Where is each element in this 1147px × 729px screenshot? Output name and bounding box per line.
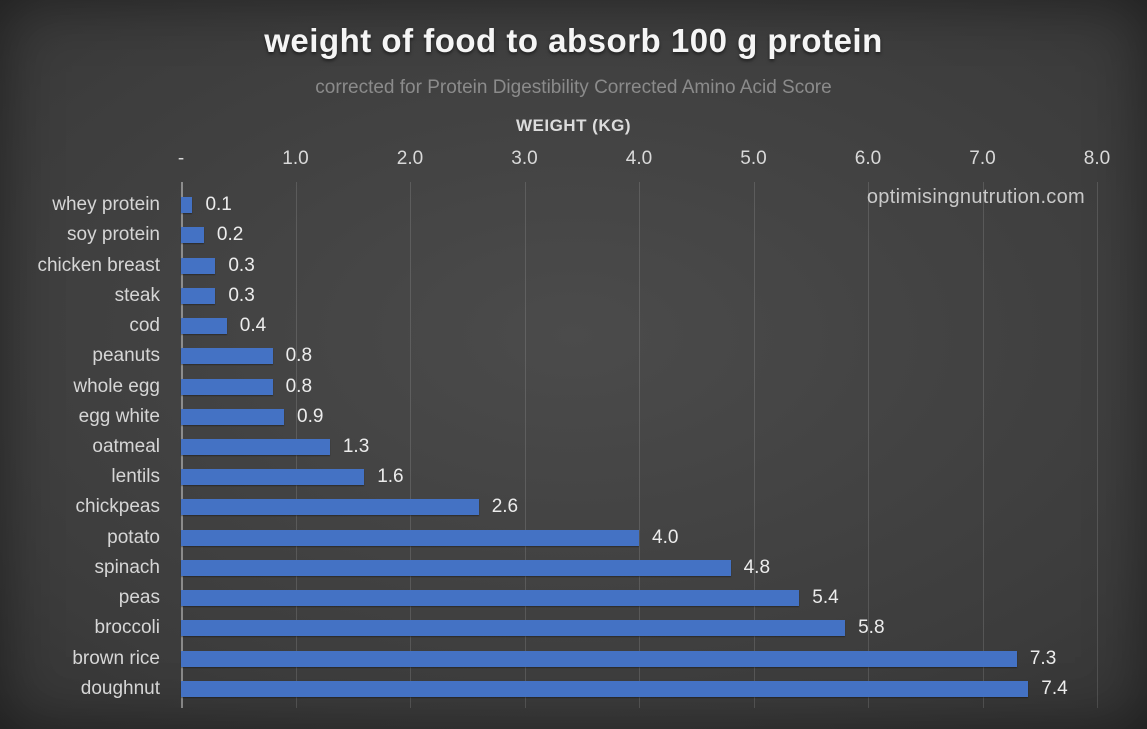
bar [181, 438, 330, 455]
bar-row: peas 5.4 [119, 583, 1097, 613]
bar [181, 499, 479, 516]
gridline [639, 182, 640, 708]
bar-row: chicken breast 0.3 [37, 250, 1097, 280]
value-label: 7.3 [1029, 647, 1057, 669]
x-tick-label: 5.0 [740, 148, 767, 169]
bar [181, 378, 273, 395]
bar [181, 197, 193, 214]
value-label: 0.3 [228, 254, 255, 276]
x-tick-label: 2.0 [396, 148, 424, 169]
value-label: 1.6 [377, 466, 404, 488]
bar-row: doughnut 7.4 [81, 674, 1097, 704]
bar-row: potato 4.0 [107, 523, 1097, 553]
gridline [410, 182, 411, 708]
value-label: 5.8 [858, 617, 885, 639]
category-label: whey protein [52, 194, 160, 216]
category-label: steak [114, 284, 160, 306]
bar [181, 590, 800, 607]
bar-row: oatmeal 1.3 [92, 432, 1097, 462]
value-label: 0.2 [216, 224, 244, 246]
value-label: 0.1 [205, 194, 232, 216]
gridline [868, 182, 869, 708]
watermark: optimisingnutrution.com [866, 186, 1085, 208]
bar [181, 408, 285, 425]
bar [181, 529, 639, 546]
bar [181, 257, 216, 274]
x-axis-title: WEIGHT (KG) [515, 116, 632, 135]
category-label: brown rice [72, 647, 160, 669]
value-label: 7.4 [1041, 677, 1068, 699]
category-label: potato [107, 526, 160, 548]
plot-area: - 1.0 2.0 3.0 4.0 5.0 6.0 7.0 8.0 whey protein 0.… [37, 148, 1110, 710]
gridline [524, 182, 526, 708]
bar [181, 348, 273, 365]
value-label: 2.6 [491, 496, 519, 518]
category-label: doughnut [80, 677, 160, 699]
x-tick-label: 3.0 [511, 148, 538, 169]
category-label: cod [129, 315, 160, 337]
value-label: 1.3 [342, 435, 370, 457]
bar [181, 227, 204, 244]
bar [181, 650, 1017, 667]
category-label: soy protein [67, 224, 160, 246]
x-tick-label: 8.0 [1083, 148, 1111, 169]
category-label: egg white [78, 405, 160, 427]
bar-row: spinach 4.8 [95, 553, 1097, 583]
bar [181, 469, 365, 486]
chart-subtitle: corrected for Protein Digestibility Corr… [315, 77, 832, 98]
category-label: peas [118, 587, 160, 609]
bar-row: soy protein 0.2 [67, 220, 1097, 250]
chart-title: weight of food to absorb 100 g protein [264, 22, 883, 59]
category-label: chicken breast [37, 254, 160, 276]
bar-row: whey protein 0.1 [52, 190, 1097, 220]
bar-row: peanuts 0.8 [92, 341, 1097, 371]
gridline [753, 182, 755, 708]
category-label: lentils [111, 466, 160, 488]
category-label: whole egg [73, 375, 160, 397]
category-label: broccoli [94, 617, 160, 639]
category-label: peanuts [92, 345, 160, 367]
x-tick-label: 7.0 [969, 148, 996, 169]
gridline [1097, 182, 1098, 708]
value-label: 0.9 [297, 405, 324, 427]
value-label: 0.3 [228, 284, 255, 306]
bar [181, 318, 227, 335]
value-label: 5.4 [812, 587, 839, 609]
bar-row: cod 0.4 [129, 311, 1097, 341]
bar-row: brown rice 7.3 [72, 644, 1097, 674]
bar [181, 680, 1029, 697]
bar-row: chickpeas 2.6 [76, 492, 1097, 522]
x-tick-label: 4.0 [625, 148, 653, 169]
bar-row: lentils 1.6 [111, 462, 1097, 492]
x-axis-ticks: - 1.0 2.0 3.0 4.0 5.0 6.0 7.0 8.0 [177, 148, 1110, 172]
bar-row: whole egg 0.8 [73, 371, 1097, 401]
x-tick-label: 1.0 [282, 148, 309, 169]
bar-rows: whey protein 0.1 soy protein 0.2 chicken bre… [37, 190, 1097, 704]
bar [181, 620, 846, 637]
value-label: 4.0 [652, 526, 679, 548]
bar-row: broccoli 5.8 [95, 613, 1097, 643]
bar-row: steak 0.3 [115, 281, 1097, 311]
category-label: spinach [94, 556, 161, 578]
category-label: oatmeal [92, 435, 160, 457]
bar-row: egg white 0.9 [79, 402, 1097, 432]
x-tick-label: 6.0 [854, 148, 882, 169]
bar [181, 559, 731, 576]
value-label: 0.8 [285, 375, 313, 397]
value-label: 4.8 [743, 556, 771, 578]
bar [181, 287, 216, 304]
value-label: 0.8 [285, 345, 313, 367]
gridline [982, 182, 984, 708]
value-label: 0.4 [239, 315, 267, 337]
category-label: chickpeas [75, 496, 161, 518]
x-tick-label: - [177, 148, 185, 169]
